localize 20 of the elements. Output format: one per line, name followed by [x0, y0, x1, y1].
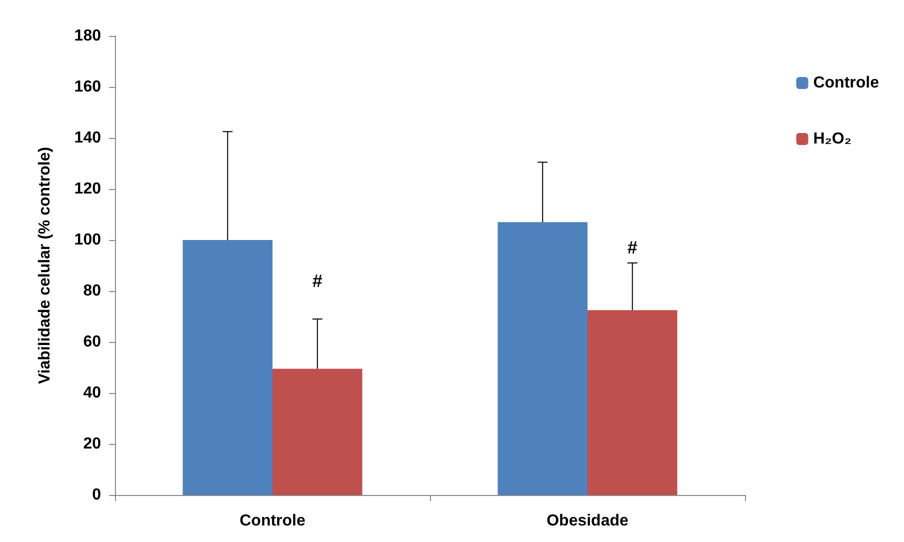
y-tick-label: 80 [83, 282, 102, 300]
y-tick-label: 0 [92, 486, 102, 504]
y-tick-label: 180 [74, 28, 102, 44]
bar [498, 222, 588, 495]
y-tick-label: 100 [74, 232, 102, 248]
legend-label: Controle [813, 74, 880, 92]
y-tick-label: 60 [83, 334, 102, 350]
y-tick-label: 140 [74, 130, 102, 146]
y-tick-label: 40 [83, 384, 102, 402]
annotation: # [312, 270, 322, 291]
annotation: # [627, 238, 638, 258]
x-tick-label: Obesidade [546, 512, 628, 530]
bar [588, 310, 678, 495]
y-tick-label: 120 [74, 180, 102, 198]
bar [272, 368, 362, 495]
y-tick-label: 160 [74, 78, 102, 96]
bar [182, 240, 272, 495]
y-axis-title: Viabilidade celular (% controle) [36, 146, 54, 384]
legend-label: H₂O₂ [813, 130, 852, 148]
y-tick-label: 20 [83, 436, 102, 452]
